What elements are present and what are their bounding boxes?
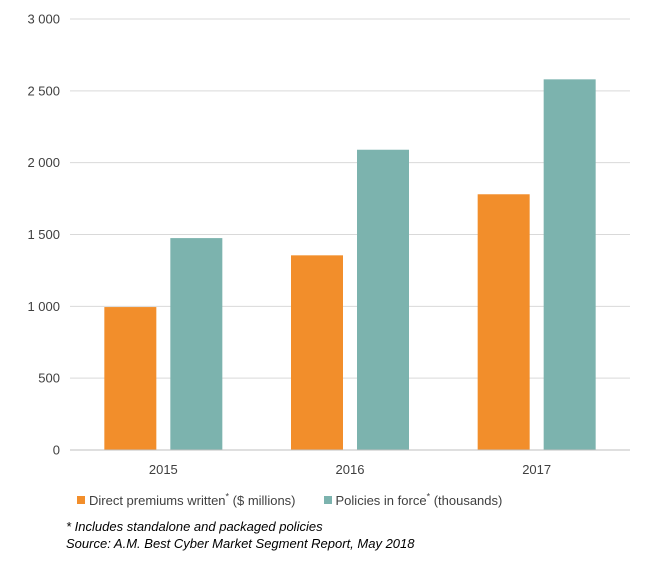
legend-label-premiums: Direct premiums written* ($ millions) — [89, 491, 296, 508]
bar-chart: 0 500 1 000 1 500 2 000 2 500 3 000 2015 2016 201… — [27, 12, 630, 477]
x-tick-label: 2015 — [149, 462, 178, 477]
legend-swatch-policies — [323, 496, 332, 504]
bar-policies-2017 — [543, 79, 596, 450]
source-note: Source: A.M. Best Cyber Market Segment R… — [66, 536, 415, 551]
chart-notes: * Includes standalone and packaged polic… — [66, 518, 415, 552]
bar-premiums-2016 — [291, 255, 343, 450]
y-tick-label: 3 000 — [27, 12, 60, 27]
bar-policies-2016 — [357, 149, 409, 450]
chart-legend: Direct premiums written* ($ millions) Po… — [77, 490, 530, 510]
x-tick-label: 2016 — [336, 462, 365, 477]
y-tick-label: 0 — [53, 443, 60, 458]
y-tick-label: 2 500 — [27, 83, 60, 98]
bar-premiums-2017 — [477, 194, 530, 450]
y-tick-label: 500 — [38, 371, 60, 386]
y-tick-label: 1 500 — [27, 227, 60, 242]
bar-policies-2015 — [170, 238, 223, 450]
legend-label-policies: Policies in force* (thousands) — [335, 491, 503, 508]
y-tick-label: 2 000 — [27, 155, 60, 170]
bar-premiums-2015 — [104, 307, 157, 450]
legend-item-policies: Policies in force* (thousands) — [323, 491, 503, 508]
legend-swatch-premiums — [77, 496, 85, 504]
y-tick-label: 1 000 — [27, 299, 60, 314]
footnote: * Includes standalone and packaged polic… — [66, 519, 323, 534]
legend-item-premiums: Direct premiums written* ($ millions) — [77, 491, 296, 508]
x-tick-label: 2017 — [522, 462, 551, 477]
